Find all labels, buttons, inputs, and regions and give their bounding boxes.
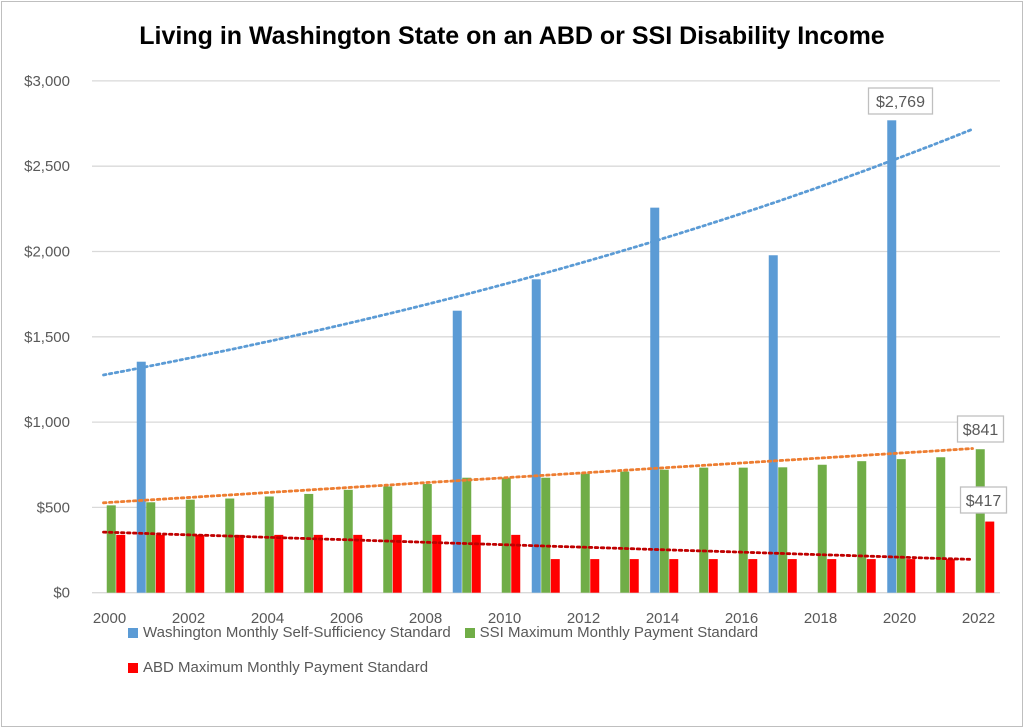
x-tick-label: 2006 (330, 610, 363, 627)
bar-ssi (541, 477, 551, 593)
bar-wa-standard (768, 255, 778, 593)
bar-ssi (462, 477, 472, 593)
bar-abd (550, 559, 560, 593)
bar-abd (669, 559, 679, 593)
bar-abd (787, 559, 797, 593)
bar-abd (116, 534, 126, 593)
bar-abd (866, 559, 876, 593)
bar-abd (432, 534, 442, 593)
bar-ssi (264, 496, 274, 593)
trendline-ssi (102, 447, 974, 505)
x-tick-label: 2016 (725, 610, 758, 627)
bar-ssi (146, 502, 156, 593)
bar-ssi (896, 459, 906, 593)
bar-wa-standard (650, 207, 660, 593)
legend-swatch (128, 662, 138, 673)
bar-ssi (225, 498, 235, 593)
data-label: $841 (963, 422, 999, 439)
bar-ssi (817, 464, 827, 593)
data-label-box (956, 415, 1005, 443)
bar-wa-standard (887, 120, 897, 593)
bar-abd (195, 534, 205, 593)
bar-ssi (699, 467, 709, 593)
data-label: $417 (966, 493, 1002, 510)
legend-row-2: ABD Maximum Monthly Payment Standard (128, 659, 442, 676)
bar-abd (155, 534, 165, 593)
bar-abd (234, 534, 244, 593)
x-tick-label: 2002 (172, 610, 205, 627)
bar-wa-standard (452, 310, 462, 593)
x-tick-label: 2000 (93, 610, 126, 627)
y-tick-label: $3,000 (24, 73, 70, 90)
data-label-box (959, 486, 1008, 514)
bar-ssi (343, 489, 353, 593)
legend-label: Washington Monthly Self-Sufficiency Stan… (143, 624, 451, 641)
x-tick-label: 2010 (488, 610, 521, 627)
x-tick-label: 2008 (409, 610, 442, 627)
bar-ssi (304, 493, 314, 593)
legend-swatch (464, 627, 475, 638)
trendline-abd (102, 530, 974, 561)
legend-item-wa-standard: Washington Monthly Self-Sufficiency Stan… (128, 624, 451, 641)
y-tick-label: $2,000 (24, 244, 70, 261)
bar-ssi (620, 471, 630, 593)
bar-ssi (659, 469, 669, 593)
bar-abd (629, 559, 639, 593)
y-tick-label: $2,500 (24, 158, 70, 175)
bar-ssi (936, 457, 946, 593)
bar-ssi (106, 505, 116, 593)
legend-item-abd: ABD Maximum Monthly Payment Standard (128, 659, 428, 676)
bar-abd (511, 534, 521, 593)
x-tick-label: 2018 (804, 610, 837, 627)
bar-abd (313, 534, 323, 593)
bar-abd (471, 534, 481, 593)
y-tick-label: $1,000 (24, 414, 70, 431)
y-tick-label: $1,500 (24, 329, 70, 346)
legend-label: ABD Maximum Monthly Payment Standard (143, 659, 429, 676)
bar-ssi (185, 499, 195, 593)
legend-swatch (128, 627, 138, 638)
x-tick-label: 2012 (567, 610, 600, 627)
bar-wa-standard (136, 361, 146, 593)
x-tick-label: 2004 (251, 610, 284, 627)
x-tick-label: 2020 (883, 610, 916, 627)
bar-abd (392, 534, 402, 593)
bar-abd (827, 559, 837, 593)
legend-label: SSI Maximum Monthly Payment Standard (479, 624, 759, 641)
legend-item-ssi: SSI Maximum Monthly Payment Standard (464, 624, 759, 641)
bar-abd (748, 559, 758, 593)
bar-abd (945, 559, 955, 593)
bar-abd (274, 534, 284, 593)
bar-ssi (778, 467, 788, 593)
bar-ssi (857, 461, 867, 593)
y-tick-label: $500 (37, 499, 70, 516)
bar-abd (906, 559, 916, 593)
legend: Washington Monthly Self-Sufficiency Stan… (128, 624, 772, 641)
bar-abd (985, 521, 995, 593)
x-tick-label: 2014 (646, 610, 679, 627)
bar-ssi (975, 449, 985, 593)
data-label-box (867, 87, 934, 115)
bar-abd (708, 559, 718, 593)
bar-ssi (383, 486, 393, 593)
bar-abd (590, 559, 600, 593)
bar-ssi (422, 484, 432, 593)
chart-title: Living in Washington State on an ABD or … (139, 22, 885, 50)
bar-ssi (580, 473, 590, 593)
bar-ssi (501, 477, 511, 593)
bar-abd (353, 534, 363, 593)
bar-wa-standard (531, 279, 541, 593)
data-label: $2,769 (876, 94, 925, 111)
trendline-wa (102, 127, 974, 377)
y-tick-label: $0 (53, 585, 70, 602)
x-tick-label: 2022 (962, 610, 995, 627)
bar-ssi (738, 467, 748, 593)
